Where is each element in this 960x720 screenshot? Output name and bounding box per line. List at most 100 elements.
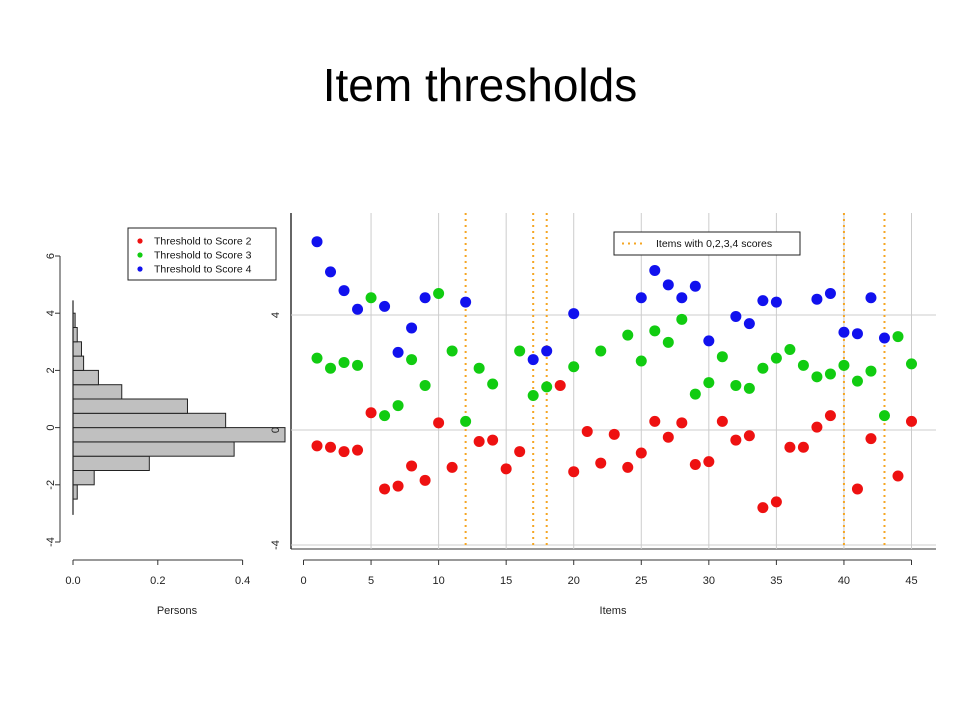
threshold-point [798,360,809,371]
histogram-bar [73,370,98,384]
threshold-point [838,360,849,371]
histogram-bar [73,485,77,499]
threshold-point [514,446,525,457]
threshold-point [312,236,323,247]
legend-entry: Threshold to Score 3 [154,250,252,262]
hist-x-tick-label: 0.4 [235,575,250,587]
threshold-point [892,471,903,482]
threshold-point [838,327,849,338]
threshold-point [852,328,863,339]
threshold-point [339,357,350,368]
threshold-point [568,361,579,372]
threshold-point [609,429,620,440]
threshold-point [663,279,674,290]
threshold-point [663,432,674,443]
threshold-point [649,325,660,336]
threshold-point [730,311,741,322]
hist-y-tick-label: -4 [45,537,57,547]
threshold-point [879,410,890,421]
threshold-point [379,483,390,494]
histogram-bar [73,428,285,442]
histogram-bar [73,399,187,413]
threshold-point [487,435,498,446]
histogram-bar [73,471,94,485]
threshold-point [865,292,876,303]
histogram-bar [73,385,122,399]
scatter-x-tick-label: 5 [368,575,374,587]
threshold-point [690,281,701,292]
threshold-point [325,266,336,277]
threshold-point [433,417,444,428]
threshold-point [703,377,714,388]
threshold-point [501,463,512,474]
scatter-x-axis-label: Items [600,605,627,617]
histogram-bar [73,442,234,456]
threshold-point [622,462,633,473]
hist-y-tick-label: 2 [45,367,57,373]
threshold-point [771,496,782,507]
threshold-point [460,297,471,308]
threshold-point [447,345,458,356]
threshold-point [811,294,822,305]
threshold-point [676,417,687,428]
threshold-point [325,442,336,453]
threshold-point [339,446,350,457]
threshold-point [757,295,768,306]
threshold-point [744,430,755,441]
hist-x-tick-label: 0.2 [150,575,165,587]
items-legend-label: Items with 0,2,3,4 scores [656,238,772,250]
threshold-point [771,353,782,364]
threshold-point [420,292,431,303]
threshold-point [393,400,404,411]
threshold-legend: Threshold to Score 2Threshold to Score 3… [128,228,276,280]
hist-y-tick-label: -2 [45,480,57,490]
threshold-point [555,380,566,391]
threshold-point [433,288,444,299]
histogram-bar [73,328,77,342]
scatter-x-tick-label: 25 [635,575,647,587]
threshold-point [825,288,836,299]
threshold-point [420,475,431,486]
threshold-point [811,422,822,433]
legend-dot [137,266,142,271]
threshold-point [892,331,903,342]
legend-dot [137,252,142,257]
threshold-point [595,458,606,469]
threshold-point [879,333,890,344]
legend-dot [137,238,142,243]
threshold-point [474,436,485,447]
threshold-point [447,462,458,473]
scatter-y-tick-label: 0 [270,427,282,433]
threshold-point [852,376,863,387]
threshold-point [352,445,363,456]
scatter-x-tick-label: 40 [838,575,850,587]
threshold-point [393,347,404,358]
histogram-bar [73,456,149,470]
hist-y-tick-label: 0 [45,425,57,431]
threshold-point [771,297,782,308]
threshold-point [703,335,714,346]
hist-y-tick-label: 6 [45,253,57,259]
threshold-point [622,330,633,341]
scatter-y-tick-label: 4 [270,312,282,318]
threshold-point [312,440,323,451]
threshold-point [784,344,795,355]
threshold-point [541,381,552,392]
threshold-point [784,442,795,453]
threshold-point [568,308,579,319]
threshold-point [541,345,552,356]
threshold-point [676,314,687,325]
scatter-y-tick-label: -4 [270,540,282,550]
threshold-point [312,353,323,364]
threshold-point [825,410,836,421]
threshold-point [744,318,755,329]
scatter-x-tick-label: 0 [300,575,306,587]
threshold-point [636,292,647,303]
threshold-point [690,389,701,400]
threshold-point [420,380,431,391]
threshold-point [757,363,768,374]
histogram-panel: 0.00.20.4Persons-4-20246Threshold to Sco… [45,228,285,617]
threshold-point [906,416,917,427]
hist-x-axis-label: Persons [157,605,198,617]
